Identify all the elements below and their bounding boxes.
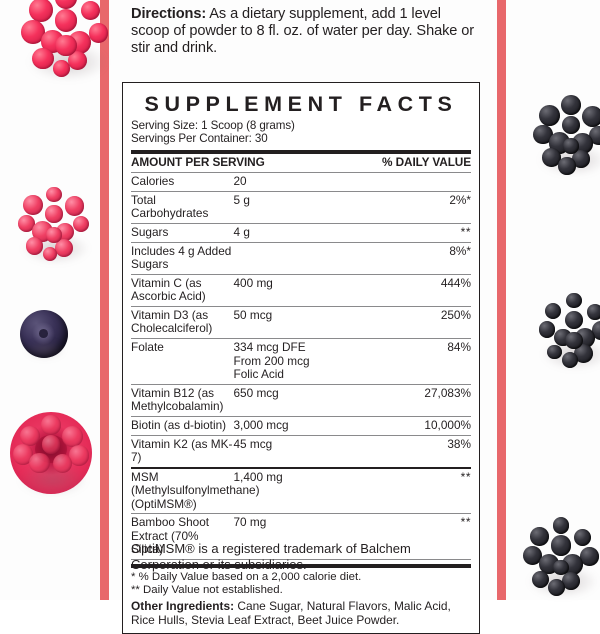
nutrient-name: Vitamin D3 (as Cholecalciferol) bbox=[131, 306, 234, 340]
nutrient-row: Biotin (as d-biotin) 3,000 mcg 10,000% bbox=[131, 416, 471, 436]
nutrient-row: Vitamin C (as Ascorbic Acid) 400 mg 444% bbox=[131, 274, 471, 307]
nutrient-name: Vitamin B12 (as Methylcobalamin) bbox=[131, 384, 234, 417]
other-ingredients: Other Ingredients: Cane Sugar, Natural F… bbox=[131, 597, 471, 627]
nutrient-row: Folate 334 mcg DFE From 200 mcg Folic Acid 8… bbox=[131, 338, 471, 385]
nutrient-daily-value: ** bbox=[336, 513, 471, 560]
nutrient-name: Folate bbox=[131, 338, 234, 385]
nutrient-amount: 50 mcg bbox=[233, 306, 336, 340]
nutrient-daily-value: 2%* bbox=[336, 191, 471, 224]
footnote: ** Daily Value not established. bbox=[131, 583, 283, 596]
nutrient-amount: 1,400 mg bbox=[233, 466, 336, 515]
blackberry-mid-right bbox=[534, 288, 600, 372]
column-header-amount: AMOUNT PER SERVING bbox=[131, 153, 336, 173]
nutrient-amount: 334 mcg DFE From 200 mcg Folic Acid bbox=[233, 338, 336, 385]
nutrient-row: Vitamin B12 (as Methylcobalamin) 650 mcg 2… bbox=[131, 384, 471, 417]
nutrient-daily-value: 250% bbox=[336, 306, 471, 340]
nutrition-table: AMOUNT PER SERVING % DAILY VALUE Calorie… bbox=[131, 153, 471, 560]
nutrient-daily-value: 10,000% bbox=[336, 416, 471, 436]
nutrient-daily-value: 444% bbox=[336, 274, 471, 307]
nutrient-daily-value: 8%* bbox=[336, 242, 471, 275]
trademark-notice: OptiMSM® is a registered trademark of Ba… bbox=[131, 541, 411, 572]
nutrient-name: Vitamin C (as Ascorbic Acid) bbox=[131, 274, 234, 307]
nutrient-amount: 400 mg bbox=[233, 274, 336, 307]
nutrient-amount: 70 mg bbox=[233, 513, 336, 560]
nutrient-amount: 3,000 mcg bbox=[233, 416, 336, 436]
nutrient-row: Bamboo Shoot Extract (70% Silica) 70 mg ** bbox=[131, 513, 471, 560]
nutrient-daily-value: 84% bbox=[336, 338, 471, 385]
raspberry-top-left bbox=[18, 0, 114, 82]
nutrient-name: Includes 4 g Added Sugars bbox=[131, 242, 234, 275]
header-rule bbox=[131, 149, 471, 154]
nutrient-name: Vitamin K2 (as MK-7) bbox=[131, 435, 234, 469]
raspberry-mid-left bbox=[14, 182, 94, 266]
nutrient-name: Total Carbohydrates bbox=[131, 191, 234, 224]
nutrient-name: Bamboo Shoot Extract (70% Silica) bbox=[131, 513, 234, 560]
accent-stripe-right bbox=[497, 0, 506, 600]
nutrient-name: Biotin (as d-biotin) bbox=[131, 416, 234, 436]
other-ingredients-label: Other Ingredients: bbox=[131, 599, 235, 614]
nutrient-row: Calories 20 bbox=[131, 172, 471, 192]
table-header-row: AMOUNT PER SERVING % DAILY VALUE bbox=[131, 153, 471, 173]
nutrient-amount bbox=[233, 242, 336, 275]
nutrient-daily-value: ** bbox=[336, 466, 471, 515]
nutrient-daily-value bbox=[336, 172, 471, 192]
column-header-daily-value: % DAILY VALUE bbox=[336, 153, 471, 173]
raspberry-bottom-left bbox=[10, 412, 92, 498]
servings-per-container: Servings Per Container: 30 bbox=[131, 132, 268, 146]
nutrient-row: Includes 4 g Added Sugars 8%* bbox=[131, 242, 471, 275]
nutrient-row: Vitamin D3 (as Cholecalciferol) 50 mcg 250… bbox=[131, 306, 471, 340]
footnote-list: * % Daily Value based on a 2,000 calorie… bbox=[131, 568, 471, 597]
footnote: * % Daily Value based on a 2,000 calorie… bbox=[131, 570, 362, 583]
nutrient-amount: 45 mcg bbox=[233, 435, 336, 469]
nutrient-row: MSM (Methylsulfonylmethane) (OptiMSM®) 1,4… bbox=[131, 466, 471, 515]
footnote-rule bbox=[131, 563, 471, 568]
nutrient-daily-value: 38% bbox=[336, 435, 471, 469]
nutrient-daily-value: 27,083% bbox=[336, 384, 471, 417]
supplement-facts-title: SUPPLEMENT FACTS bbox=[144, 92, 458, 116]
serving-size: Serving Size: 1 Scoop (8 grams) bbox=[131, 119, 295, 132]
nutrient-row: Sugars 4 g ** bbox=[131, 223, 471, 243]
accent-stripe-left bbox=[100, 0, 109, 600]
nutrient-name: Sugars bbox=[131, 223, 234, 243]
nutrient-amount: 5 g bbox=[233, 191, 336, 224]
directions-body: As a dietary supplement, add 1 level sco… bbox=[131, 6, 475, 56]
nutrient-amount: 650 mcg bbox=[233, 384, 336, 417]
nutrient-daily-value: ** bbox=[336, 223, 471, 243]
product-label-panel: Directions: As a dietary supplement, add… bbox=[10, 0, 600, 634]
directions-label: Directions: bbox=[131, 6, 207, 22]
nutrient-row: Total Carbohydrates 5 g 2%* bbox=[131, 191, 471, 224]
nutrient-name: Calories bbox=[131, 172, 234, 192]
nutrient-amount: 20 bbox=[233, 172, 336, 192]
blueberry-left bbox=[20, 310, 68, 360]
nutrient-row: Vitamin K2 (as MK-7) 45 mcg 38% bbox=[131, 435, 471, 469]
nutrient-amount: 4 g bbox=[233, 223, 336, 243]
directions-text: Directions: As a dietary supplement, add… bbox=[131, 6, 483, 56]
blackberry-bottom-right bbox=[519, 512, 600, 600]
blackberry-top-right bbox=[530, 92, 600, 178]
nutrient-name: MSM (Methylsulfonylmethane) (OptiMSM®) bbox=[131, 466, 260, 515]
